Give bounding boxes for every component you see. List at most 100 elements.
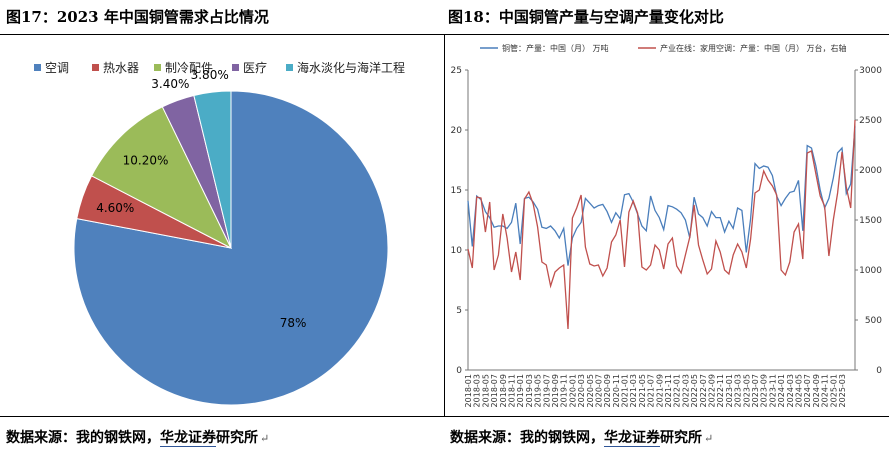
legend-item: 海水淡化与海洋工程 — [286, 60, 405, 75]
legend-label: 热水器 — [103, 61, 139, 75]
x-tick-label: 2021-03 — [629, 374, 638, 407]
legend-swatch — [232, 64, 239, 71]
legend-item: 热水器 — [92, 61, 139, 75]
left-tick-label: 20 — [451, 126, 463, 136]
pie-slice — [73, 90, 389, 406]
left-panel: 图17：2023 年中国铜管需求占比情况 空调 热水器 制冷配件 医疗 海水淡化与海洋工… — [0, 0, 444, 451]
x-tick-label: 2025-03 — [838, 374, 847, 407]
left-source-highlight: 华龙证券 — [160, 430, 216, 447]
left-tick-label: 25 — [451, 66, 462, 76]
legend-label: 铜管：产量：中国（月） 万吨 — [502, 43, 609, 53]
x-tick-label: 2019-01 — [516, 374, 525, 407]
legend-item: 产业在线：家用空调：产量：中国（月） 万台，右轴 — [638, 43, 847, 53]
legend-label: 海水淡化与海洋工程 — [297, 60, 405, 75]
x-tick-label: 2020-11 — [612, 374, 621, 407]
legend-item: 铜管：产量：中国（月） 万吨 — [480, 43, 609, 53]
left-tick-label: 10 — [451, 246, 463, 256]
legend-label: 产业在线：家用空调：产量：中国（月） 万台，右轴 — [660, 43, 847, 53]
x-tick-label: 2024-05 — [794, 374, 803, 407]
x-tick-label: 2022-09 — [708, 374, 717, 407]
x-tick-label: 2018-11 — [507, 374, 516, 407]
x-tick-label: 2019-11 — [560, 374, 569, 407]
right-tick-label: 500 — [865, 316, 882, 326]
legend-swatch — [92, 64, 99, 71]
left-tick-label: 5 — [456, 306, 462, 316]
x-tick-label: 2022-01 — [673, 374, 682, 407]
x-tick-label: 2020-03 — [577, 374, 586, 407]
left-tick-label: 0 — [456, 366, 462, 376]
legend-label: 制冷配件 — [165, 61, 213, 75]
x-tick-label: 2022-07 — [699, 374, 708, 407]
x-tick-label: 2024-03 — [786, 374, 795, 407]
right-tick-label: 3000 — [859, 66, 882, 76]
legend-label: 空调 — [45, 61, 69, 75]
x-tick-label: 2024-11 — [821, 374, 830, 407]
x-tick-label: 2020-05 — [586, 374, 595, 407]
left-tick-label: 15 — [451, 186, 462, 196]
pie-data-label: 4.60% — [96, 201, 134, 215]
x-tick-label: 2018-09 — [499, 374, 508, 407]
legend-swatch — [34, 64, 41, 71]
right-source-prefix: 数据来源：我的钢铁网， — [450, 430, 604, 446]
x-tick-label: 2018-03 — [473, 374, 482, 407]
pie-chart: 空调 热水器 制冷配件 医疗 海水淡化与海洋工程 78% 4.60% 10.20% 3.40%3… — [34, 60, 405, 406]
pie-slice — [90, 106, 233, 250]
x-tick-label: 2018-05 — [481, 374, 490, 407]
x-tick-label: 2020-07 — [594, 374, 603, 407]
pie-data-label: 3.80% — [191, 68, 229, 82]
legend-label: 医疗 — [243, 61, 267, 75]
x-tick-label: 2023-11 — [768, 374, 777, 407]
right-tick-label: 2500 — [859, 116, 882, 126]
x-tick-label: 2019-05 — [534, 374, 543, 407]
return-mark-icon: ↵ — [704, 432, 714, 445]
return-mark-icon: ↵ — [260, 432, 270, 445]
right-source-note: 数据来源：我的钢铁网，华龙证券研究所 ↵ — [450, 427, 713, 447]
x-tick-label: 2019-07 — [542, 374, 551, 407]
x-tick-label: 2023-07 — [751, 374, 760, 407]
x-tick-label: 2021-11 — [664, 374, 673, 407]
line-chart: 0 5 10 15 20 25 0 500 1000 1500 2000 2500 3000 2018-0… — [451, 43, 883, 407]
x-tick-label: 2025-01 — [829, 374, 838, 407]
x-tick-label: 2024-09 — [812, 374, 821, 407]
right-tick-label: 1000 — [859, 266, 882, 276]
x-tick-label: 2023-03 — [734, 374, 743, 407]
x-tick-label: 2022-03 — [681, 374, 690, 407]
x-tick-label: 2023-05 — [742, 374, 751, 407]
left-source-suffix: 研究所 — [216, 430, 258, 446]
line-chart-title: 图18：中国铜管产量与空调产量变化对比 — [448, 8, 724, 26]
x-tick-label: 2021-09 — [655, 374, 664, 407]
x-tick-label: 2019-03 — [525, 374, 534, 407]
right-tick-label: 0 — [876, 366, 882, 376]
x-tick-label: 2022-11 — [716, 374, 725, 407]
pie-chart-title: 图17：2023 年中国铜管需求占比情况 — [6, 8, 269, 26]
x-tick-label: 2021-07 — [647, 374, 656, 407]
pie-data-label: 78% — [280, 316, 307, 330]
right-source-highlight: 华龙证券 — [604, 430, 660, 447]
legend-item: 空调 — [34, 61, 69, 75]
pie-data-label: 3.40% — [151, 77, 189, 91]
left-source-prefix: 数据来源：我的钢铁网， — [6, 430, 160, 446]
x-tick-label: 2024-07 — [803, 374, 812, 407]
right-source-suffix: 研究所 — [660, 430, 702, 446]
x-tick-label: 2020-01 — [568, 374, 577, 407]
x-tick-label: 2023-09 — [760, 374, 769, 407]
x-tick-label: 2020-09 — [603, 374, 612, 407]
x-tick-label: 2021-05 — [638, 374, 647, 407]
right-panel: 图18：中国铜管产量与空调产量变化对比 0 5 10 15 20 25 0 500 1000 15… — [444, 0, 889, 451]
pie-slice — [193, 90, 232, 249]
right-tick-label: 2000 — [859, 166, 882, 176]
x-tick-label: 2018-07 — [490, 374, 499, 407]
left-source-note: 数据来源：我的钢铁网，华龙证券研究所 ↵ — [6, 427, 269, 447]
x-tick-label: 2021-01 — [621, 374, 630, 407]
pie-data-label: 10.20% — [123, 153, 169, 167]
bottom-rule — [0, 416, 889, 417]
x-tick-label: 2022-05 — [690, 374, 699, 407]
panel-separator — [444, 34, 445, 416]
legend-swatch — [286, 64, 293, 71]
legend-swatch — [154, 64, 161, 71]
legend-item: 制冷配件 — [154, 61, 213, 75]
x-tick-label: 2018-01 — [464, 374, 473, 407]
series-line-air-conditioner — [467, 119, 856, 330]
x-tick-label: 2024-01 — [777, 374, 786, 407]
x-tick-label: 2023-01 — [725, 374, 734, 407]
